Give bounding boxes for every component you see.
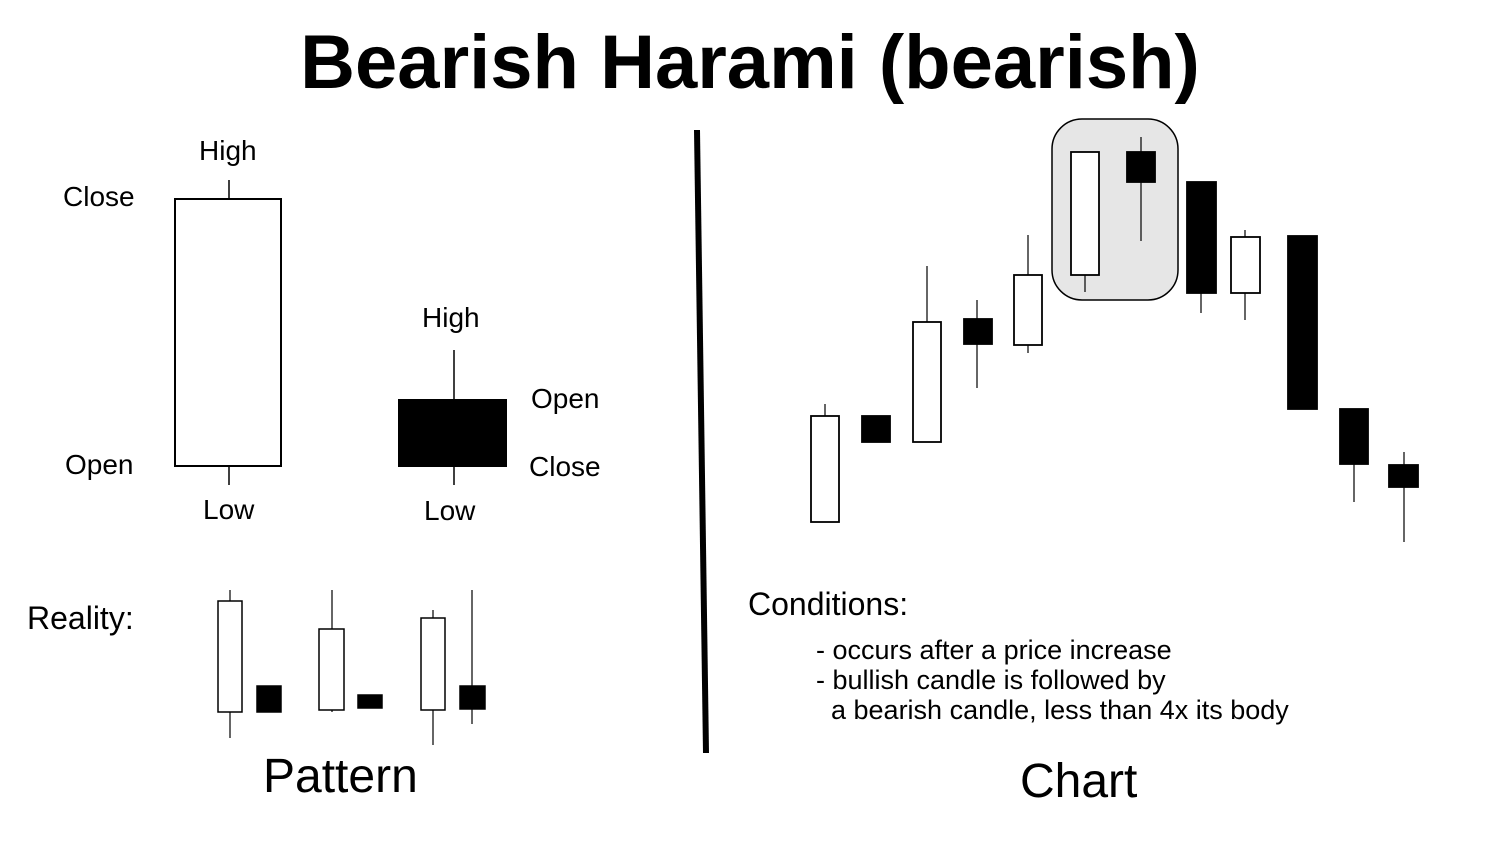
divider-line (694, 129, 709, 754)
chart-candle-12 (1388, 452, 1419, 542)
chart-candle-7-bearish (1126, 137, 1156, 241)
reality-label: Reality: (27, 600, 134, 636)
bear-open-label: Open (531, 383, 600, 414)
bull-high-label: High (199, 135, 257, 166)
pattern-bearish-candle (398, 350, 507, 485)
page-title: Bearish Harami (bearish) (300, 20, 1200, 105)
bear-low-label: Low (424, 495, 476, 526)
chart-candle-6-bullish (1070, 151, 1100, 292)
bull-low-label: Low (203, 494, 255, 525)
reality-pair-2 (318, 590, 383, 712)
condition-line-1: - occurs after a price increase (816, 635, 1172, 665)
chart-candle-9 (1230, 230, 1261, 320)
pattern-footer: Pattern (263, 750, 418, 803)
chart-candle-8 (1186, 181, 1217, 313)
chart-candle-10 (1287, 235, 1318, 410)
bear-close-label: Close (529, 451, 601, 482)
bull-open-label: Open (65, 449, 134, 480)
bull-close-label: Close (63, 181, 135, 212)
conditions-title: Conditions: (748, 586, 909, 622)
chart-candles (810, 137, 1419, 542)
reality-pair-1 (217, 590, 282, 738)
chart-footer: Chart (1020, 755, 1138, 808)
reality-pair-3 (420, 590, 486, 745)
chart-candle-1 (810, 404, 840, 523)
chart-candle-4 (963, 300, 993, 388)
chart-candle-2 (861, 415, 891, 443)
bear-high-label: High (422, 302, 480, 333)
condition-line-3: a bearish candle, less than 4x its body (816, 695, 1289, 725)
condition-line-2: - bullish candle is followed by (816, 665, 1166, 695)
chart-candle-3 (912, 266, 942, 443)
chart-candle-5 (1013, 235, 1043, 353)
pattern-bullish-candle (174, 180, 282, 485)
chart-candle-11 (1339, 408, 1369, 502)
reality-examples (217, 590, 486, 745)
